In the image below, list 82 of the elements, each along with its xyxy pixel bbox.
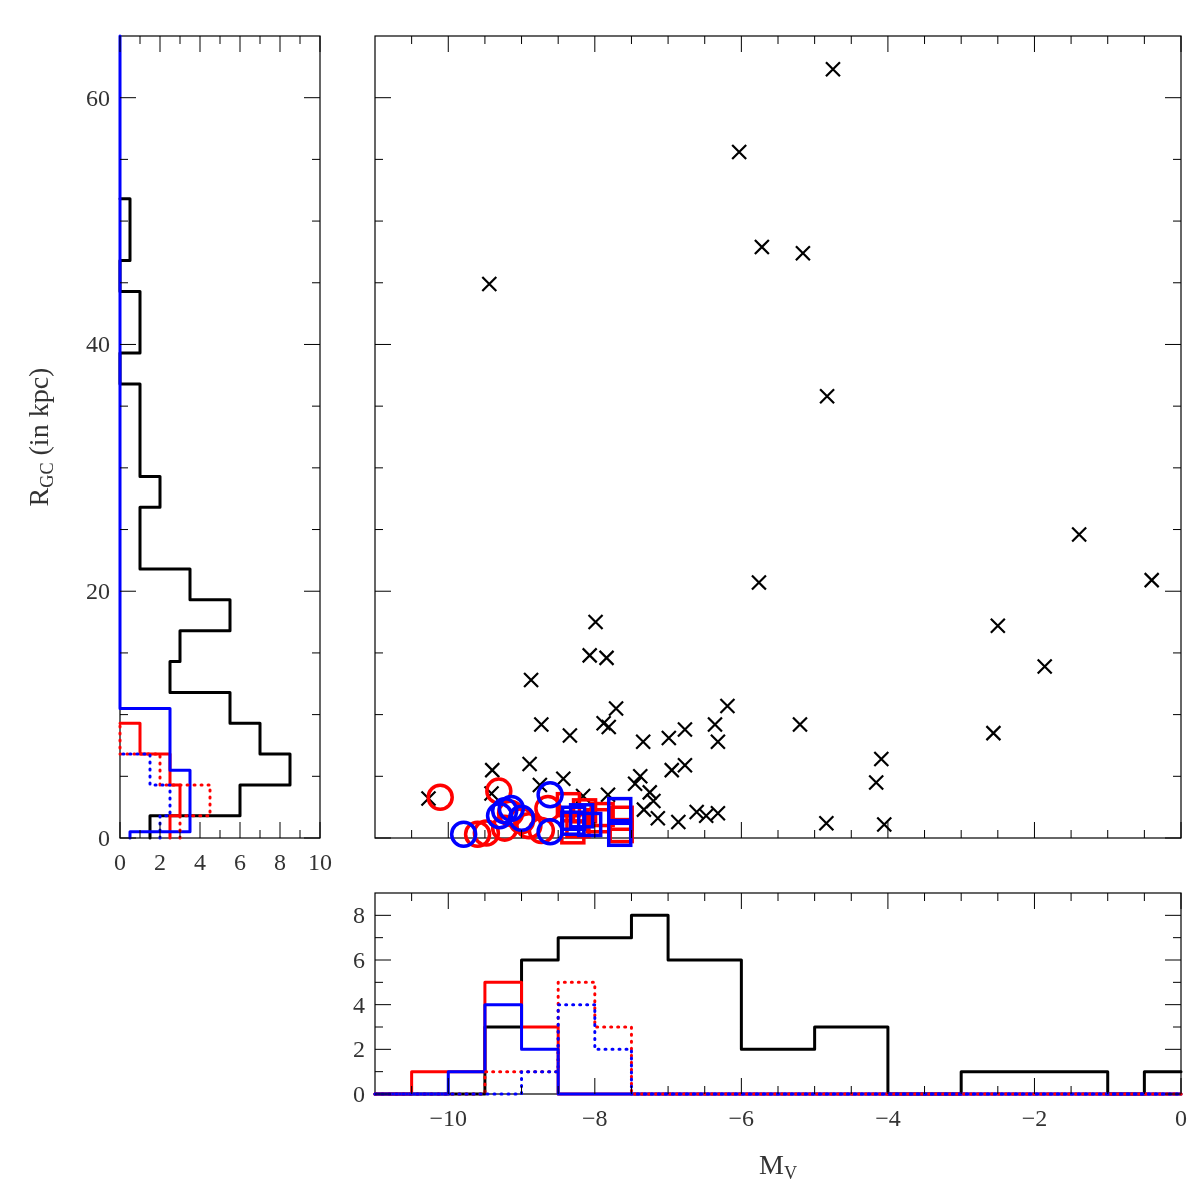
point bbox=[485, 802, 514, 830]
point bbox=[989, 617, 1006, 634]
point bbox=[606, 796, 633, 823]
point bbox=[645, 792, 662, 810]
point bbox=[635, 733, 652, 750]
point bbox=[497, 794, 526, 823]
y-tick-label: 20 bbox=[86, 578, 110, 605]
y-tick-label: 0 bbox=[353, 1081, 365, 1107]
point bbox=[561, 727, 579, 744]
point bbox=[560, 805, 587, 832]
point bbox=[555, 770, 572, 787]
point bbox=[607, 700, 625, 717]
point bbox=[731, 143, 748, 161]
y-tick-label: 8 bbox=[353, 902, 365, 929]
point bbox=[1071, 526, 1088, 543]
point bbox=[753, 238, 770, 256]
point bbox=[660, 729, 677, 747]
y-tick-label: 4 bbox=[353, 991, 365, 1018]
x-tick-label: −6 bbox=[728, 1105, 755, 1131]
point bbox=[709, 733, 727, 750]
point bbox=[641, 784, 658, 801]
point bbox=[521, 755, 538, 773]
point bbox=[484, 762, 501, 779]
point bbox=[568, 803, 595, 829]
point bbox=[719, 697, 736, 715]
point bbox=[426, 783, 454, 812]
point bbox=[463, 820, 492, 849]
point bbox=[794, 245, 812, 262]
point bbox=[670, 813, 687, 831]
x-axis-title: M$_{V}$ bbox=[758, 1149, 798, 1183]
point bbox=[627, 775, 644, 792]
x-tick-label: 6 bbox=[234, 849, 246, 875]
point bbox=[595, 715, 612, 732]
point bbox=[490, 797, 519, 825]
point bbox=[818, 815, 835, 832]
y-tick-label: 0 bbox=[98, 825, 110, 851]
point bbox=[706, 716, 724, 733]
y-tick-label: 2 bbox=[353, 1036, 365, 1063]
point bbox=[876, 816, 893, 833]
point bbox=[818, 388, 836, 405]
x-tick-label: −8 bbox=[582, 1105, 608, 1131]
x-tick-label: 4 bbox=[194, 849, 206, 875]
x-tick-label: −10 bbox=[429, 1105, 468, 1131]
y-tick-label: 6 bbox=[353, 947, 365, 973]
point bbox=[1143, 572, 1160, 589]
point bbox=[574, 787, 592, 805]
x-tick-label: 0 bbox=[1175, 1105, 1187, 1131]
point bbox=[481, 275, 498, 293]
x-tick-label: 8 bbox=[274, 849, 286, 875]
point bbox=[791, 716, 809, 733]
point bbox=[449, 820, 478, 849]
point bbox=[676, 757, 694, 774]
point bbox=[599, 786, 617, 803]
point bbox=[688, 803, 705, 821]
point bbox=[824, 61, 842, 78]
x-tick-label: 0 bbox=[114, 849, 126, 875]
point bbox=[587, 613, 604, 631]
point bbox=[985, 725, 1002, 742]
point bbox=[536, 818, 564, 846]
point bbox=[576, 811, 603, 838]
x-tick-label: −2 bbox=[1021, 1105, 1048, 1131]
x-tick-label: −4 bbox=[875, 1105, 901, 1131]
point bbox=[635, 801, 653, 818]
point bbox=[533, 716, 550, 733]
x-tick-label: 2 bbox=[154, 849, 166, 875]
point bbox=[750, 574, 768, 591]
x-tick-label: 10 bbox=[308, 849, 332, 875]
point bbox=[632, 768, 649, 785]
line-series bbox=[118, 34, 192, 840]
point bbox=[531, 776, 548, 794]
point bbox=[522, 671, 540, 689]
point bbox=[663, 762, 680, 779]
point bbox=[868, 774, 885, 791]
point bbox=[873, 750, 890, 768]
point bbox=[1036, 658, 1053, 675]
y-tick-label: 60 bbox=[86, 84, 110, 111]
point bbox=[649, 810, 666, 827]
point bbox=[676, 721, 694, 738]
point bbox=[536, 781, 564, 809]
point bbox=[600, 718, 617, 736]
point bbox=[420, 790, 437, 807]
y-tick-label: 40 bbox=[86, 331, 110, 358]
